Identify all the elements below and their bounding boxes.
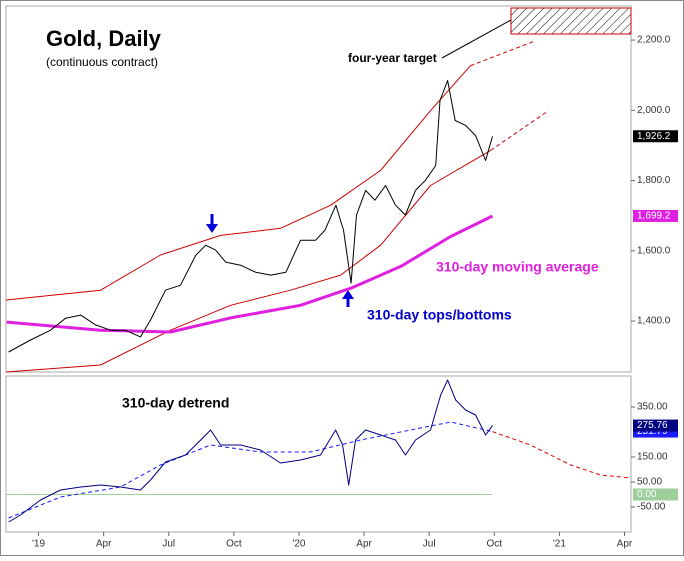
annotation: four-year target [348, 51, 437, 65]
cycle-arrows [206, 214, 354, 307]
series-line [5, 149, 491, 373]
series-line [5, 65, 471, 301]
last-value-label: 251.79 [637, 426, 668, 437]
reference-label-box [633, 488, 678, 501]
x-tick-label: Oct [226, 539, 242, 550]
series-line [6, 214, 494, 334]
series-line [8, 379, 493, 523]
bottom-panel [5, 375, 632, 533]
y-tick-label: 50.00 [637, 477, 662, 488]
last-value-label: 1,699.2 [637, 211, 671, 222]
last-value-box [633, 209, 678, 222]
series-line [8, 421, 493, 519]
y-tick-label: 2,200.0 [637, 35, 671, 46]
x-tick-label: Apr [356, 539, 372, 550]
last-value-label: 275.76 [637, 420, 668, 431]
x-tick-label: Oct [487, 539, 503, 550]
top-panel [5, 5, 632, 373]
reference-label: 0.00 [637, 489, 657, 500]
series-line [8, 80, 493, 353]
y-tick-label: 2,000.0 [637, 105, 671, 116]
x-tick-label: '19 [32, 539, 45, 550]
y-tick-label: 350.00 [637, 402, 668, 413]
x-tick-label: Apr [96, 539, 112, 550]
x-tick-label: '20 [292, 539, 305, 550]
target-pointer [441, 19, 512, 59]
x-tick-label: Jul [162, 539, 175, 550]
y-tick-label: 1,400.0 [637, 316, 671, 327]
y-tick-label: 1,600.0 [637, 245, 671, 256]
y-tick-label: -50.00 [637, 502, 666, 513]
y-tick-label: 1,800.0 [637, 175, 671, 186]
chart-title: Gold, Daily [46, 26, 162, 51]
last-value-label: 1,926.2 [637, 131, 671, 142]
last-value-box [633, 130, 678, 143]
y-tick-label: 150.00 [637, 452, 668, 463]
last-value-box [633, 419, 678, 432]
annotation: 310-day tops/bottoms [367, 307, 512, 323]
target-zone [510, 7, 632, 35]
x-tick-label: '21 [553, 539, 566, 550]
series-line [470, 40, 536, 67]
annotation: 310-day moving average [436, 259, 599, 275]
series-line [490, 110, 549, 151]
series-line [492, 431, 631, 479]
x-tick-label: Jul [423, 539, 436, 550]
panel-title: 310-day detrend [122, 395, 229, 411]
chart-subtitle: (continuous contract) [46, 55, 158, 69]
x-tick-label: Apr [617, 539, 633, 550]
